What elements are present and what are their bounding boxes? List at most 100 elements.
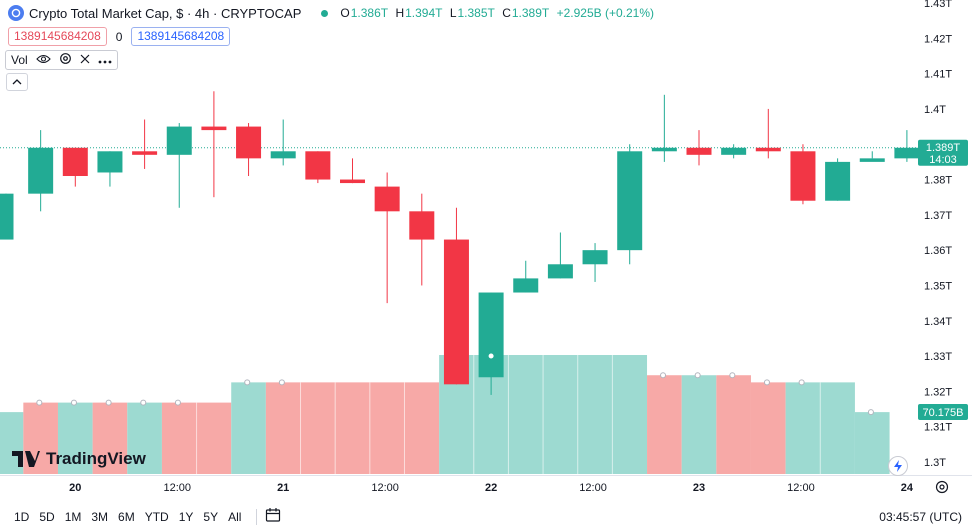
candle-body: [651, 147, 677, 152]
countdown-label: 14:03: [929, 154, 957, 166]
candle-body: [340, 179, 365, 184]
range-1d[interactable]: 1D: [14, 509, 30, 524]
range-all[interactable]: All: [228, 509, 242, 524]
volume-bar: [647, 375, 682, 474]
last-price-label: 1.389T: [926, 142, 961, 154]
candle-body: [166, 126, 192, 155]
volume-bar: [681, 375, 717, 474]
volume-bar: [57, 402, 93, 474]
y-tick-label: 1.38T: [924, 175, 952, 187]
volume-point: [763, 379, 770, 386]
y-tick-label: 1.4T: [924, 104, 946, 116]
market-status-dot: [321, 9, 329, 17]
spread-value: 0: [115, 29, 123, 44]
bottom-toolbar: 1D 5D 1M 3M 6M YTD 1Y 5Y All 03:45:57 (U…: [0, 503, 972, 530]
candle-series: [0, 91, 920, 395]
close-icon[interactable]: [80, 53, 90, 67]
x-tick-label: 12:00: [163, 482, 191, 494]
candle-body: [547, 264, 573, 279]
candle-body: [825, 161, 851, 201]
x-tick-label: 12:00: [579, 482, 607, 494]
y-tick-label: 1.36T: [924, 245, 952, 257]
volume-point: [105, 399, 112, 406]
candle-body: [236, 126, 262, 159]
volume-point: [729, 372, 736, 379]
candle-body: [686, 147, 712, 155]
x-tick-label: 21: [277, 482, 289, 494]
range-6m[interactable]: 6M: [118, 509, 135, 524]
volume-indicator-legend[interactable]: Vol: [5, 50, 118, 70]
x-tick-label: 23: [693, 482, 705, 494]
candle-body: [617, 151, 643, 251]
symbol-title[interactable]: Crypto Total Market Cap, $ · 4h · CRYPTO…: [29, 5, 302, 21]
x-tick-label: 20: [69, 482, 81, 494]
tradingview-logo: TradingView: [12, 449, 146, 469]
eye-icon[interactable]: [35, 53, 51, 67]
y-tick-label: 1.43T: [924, 0, 952, 10]
volume-bar: [854, 412, 890, 474]
volume-bar: [127, 402, 162, 474]
candle-body: [28, 147, 54, 194]
range-5d[interactable]: 5D: [39, 509, 55, 524]
more-icon[interactable]: [98, 53, 112, 67]
y-tick-label: 1.41T: [924, 69, 952, 81]
settings-icon[interactable]: [59, 52, 72, 68]
toolbar-divider: [256, 508, 258, 525]
y-tick-label: 1.3T: [924, 457, 946, 469]
change-value: +2.925B (+0.21%): [556, 6, 654, 20]
candle-body: [859, 158, 885, 162]
tradingview-logo-icon: [12, 451, 40, 467]
range-5y[interactable]: 5Y: [203, 509, 219, 524]
y-tick-label: 1.34T: [924, 316, 952, 328]
collapse-legend-button[interactable]: [6, 73, 28, 91]
volume-point: [140, 399, 147, 406]
calendar-icon[interactable]: [265, 507, 281, 526]
candle-body: [755, 147, 781, 152]
chevron-up-icon: [12, 79, 22, 85]
candle-body: [721, 147, 747, 155]
volume-bar: [750, 382, 786, 474]
volume-bar: [716, 375, 751, 474]
volume-value-label: 70.175B: [923, 407, 964, 419]
volume-point: [660, 372, 667, 379]
range-1m[interactable]: 1M: [64, 509, 82, 524]
volume-series: [0, 352, 890, 474]
sell-price-box[interactable]: 1389145684208: [8, 27, 107, 46]
bolt-icon[interactable]: [888, 456, 908, 476]
volume-value-badge: [918, 404, 968, 420]
candle-body: [62, 147, 88, 177]
x-tick-label: 22: [485, 482, 497, 494]
ohlc-values: O1.386T H1.394T L1.385T C1.389T +2.925B …: [340, 6, 654, 20]
gear-icon: [935, 480, 949, 494]
candle-body: [443, 239, 469, 385]
volume-point: [244, 379, 251, 386]
range-1y[interactable]: 1Y: [178, 509, 194, 524]
candle-body: [201, 126, 227, 131]
event-marker: [487, 352, 495, 360]
crypto-cap-icon[interactable]: [8, 5, 24, 21]
y-tick-label: 1.31T: [924, 422, 952, 434]
chart-settings-button[interactable]: [935, 480, 949, 499]
indicator-label: Vol: [11, 53, 28, 67]
buy-price-box[interactable]: 1389145684208: [131, 27, 231, 46]
y-tick-label: 1.37T: [924, 210, 952, 222]
candle-body: [409, 211, 435, 240]
volume-bar: [231, 382, 266, 474]
volume-point: [694, 372, 701, 379]
volume-bar: [265, 382, 440, 474]
candle-body: [894, 147, 920, 159]
candle-body: [97, 151, 123, 173]
range-ytd[interactable]: YTD: [144, 509, 169, 524]
range-3m[interactable]: 3M: [91, 509, 109, 524]
price-axis: 1.3T 1.31T 1.32T 1.33T 1.34T 1.35T 1.36T 1.37T 1…: [918, 0, 968, 469]
volume-point: [798, 379, 805, 386]
volume-bar: [0, 412, 24, 474]
utc-clock[interactable]: 03:45:57 (UTC): [879, 510, 962, 524]
candle-body: [270, 151, 296, 159]
chart-legend: Crypto Total Market Cap, $ · 4h · CRYPTO…: [8, 5, 658, 21]
y-tick-label: 1.32T: [924, 386, 952, 398]
candle-body: [132, 151, 158, 155]
x-tick-label: 12:00: [787, 482, 815, 494]
volume-point: [70, 399, 77, 406]
